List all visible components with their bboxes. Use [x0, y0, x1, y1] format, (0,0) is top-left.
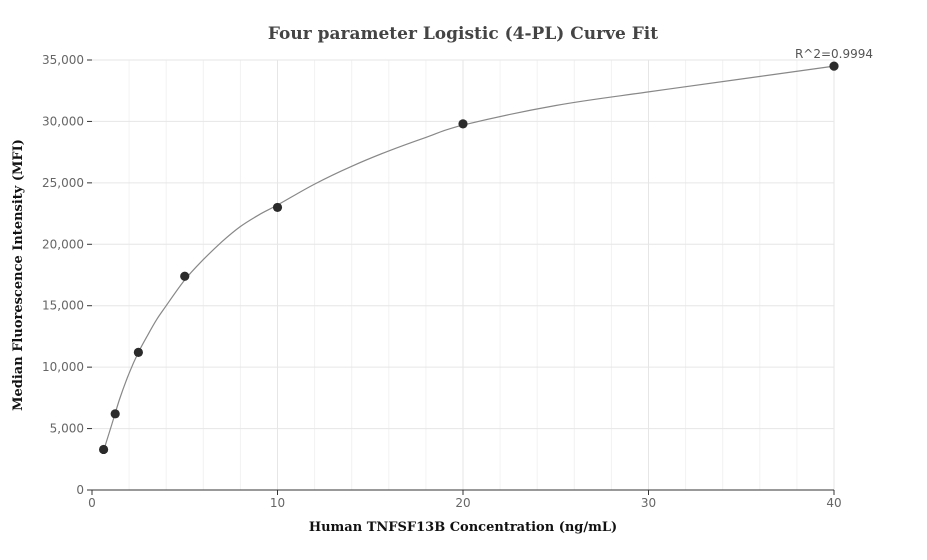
x-tick-label: 20 [455, 496, 470, 510]
y-axis-ticks: 0 5,000 10,000 15,000 20,000 25,000 30,000 35,0… [42, 53, 92, 497]
data-point [180, 271, 190, 281]
y-tick-label: 0 [76, 483, 84, 497]
x-tick-label: 10 [270, 496, 285, 510]
minor-grid [128, 60, 798, 490]
r-squared-annotation: R^2=0.9994 [795, 47, 873, 61]
data-point [110, 409, 120, 419]
chart-title: Four parameter Logistic (4-PL) Curve Fit [268, 24, 658, 44]
y-axis-label: Median Fluorescence Intensity (MFI) [11, 139, 26, 411]
y-tick-label: 10,000 [42, 360, 84, 374]
data-point [98, 444, 109, 455]
y-tick-label: 30,000 [42, 114, 84, 128]
y-tick-label: 25,000 [42, 176, 84, 190]
data-points [98, 61, 839, 455]
y-tick-label: 5,000 [50, 422, 84, 436]
data-point [133, 347, 143, 357]
x-axis-ticks: 0 10 20 30 40 [88, 490, 842, 510]
x-tick-label: 0 [88, 496, 96, 510]
y-tick-label: 20,000 [42, 237, 84, 251]
x-axis-label: Human TNFSF13B Concentration (ng/mL) [309, 520, 617, 535]
x-tick-label: 30 [641, 496, 656, 510]
y-tick-label: 35,000 [42, 53, 84, 67]
fit-curve [103, 65, 835, 451]
y-tick-label: 15,000 [42, 299, 84, 313]
x-tick-label: 40 [826, 496, 841, 510]
data-point [829, 61, 839, 71]
data-point [272, 202, 283, 213]
data-point [458, 119, 468, 129]
